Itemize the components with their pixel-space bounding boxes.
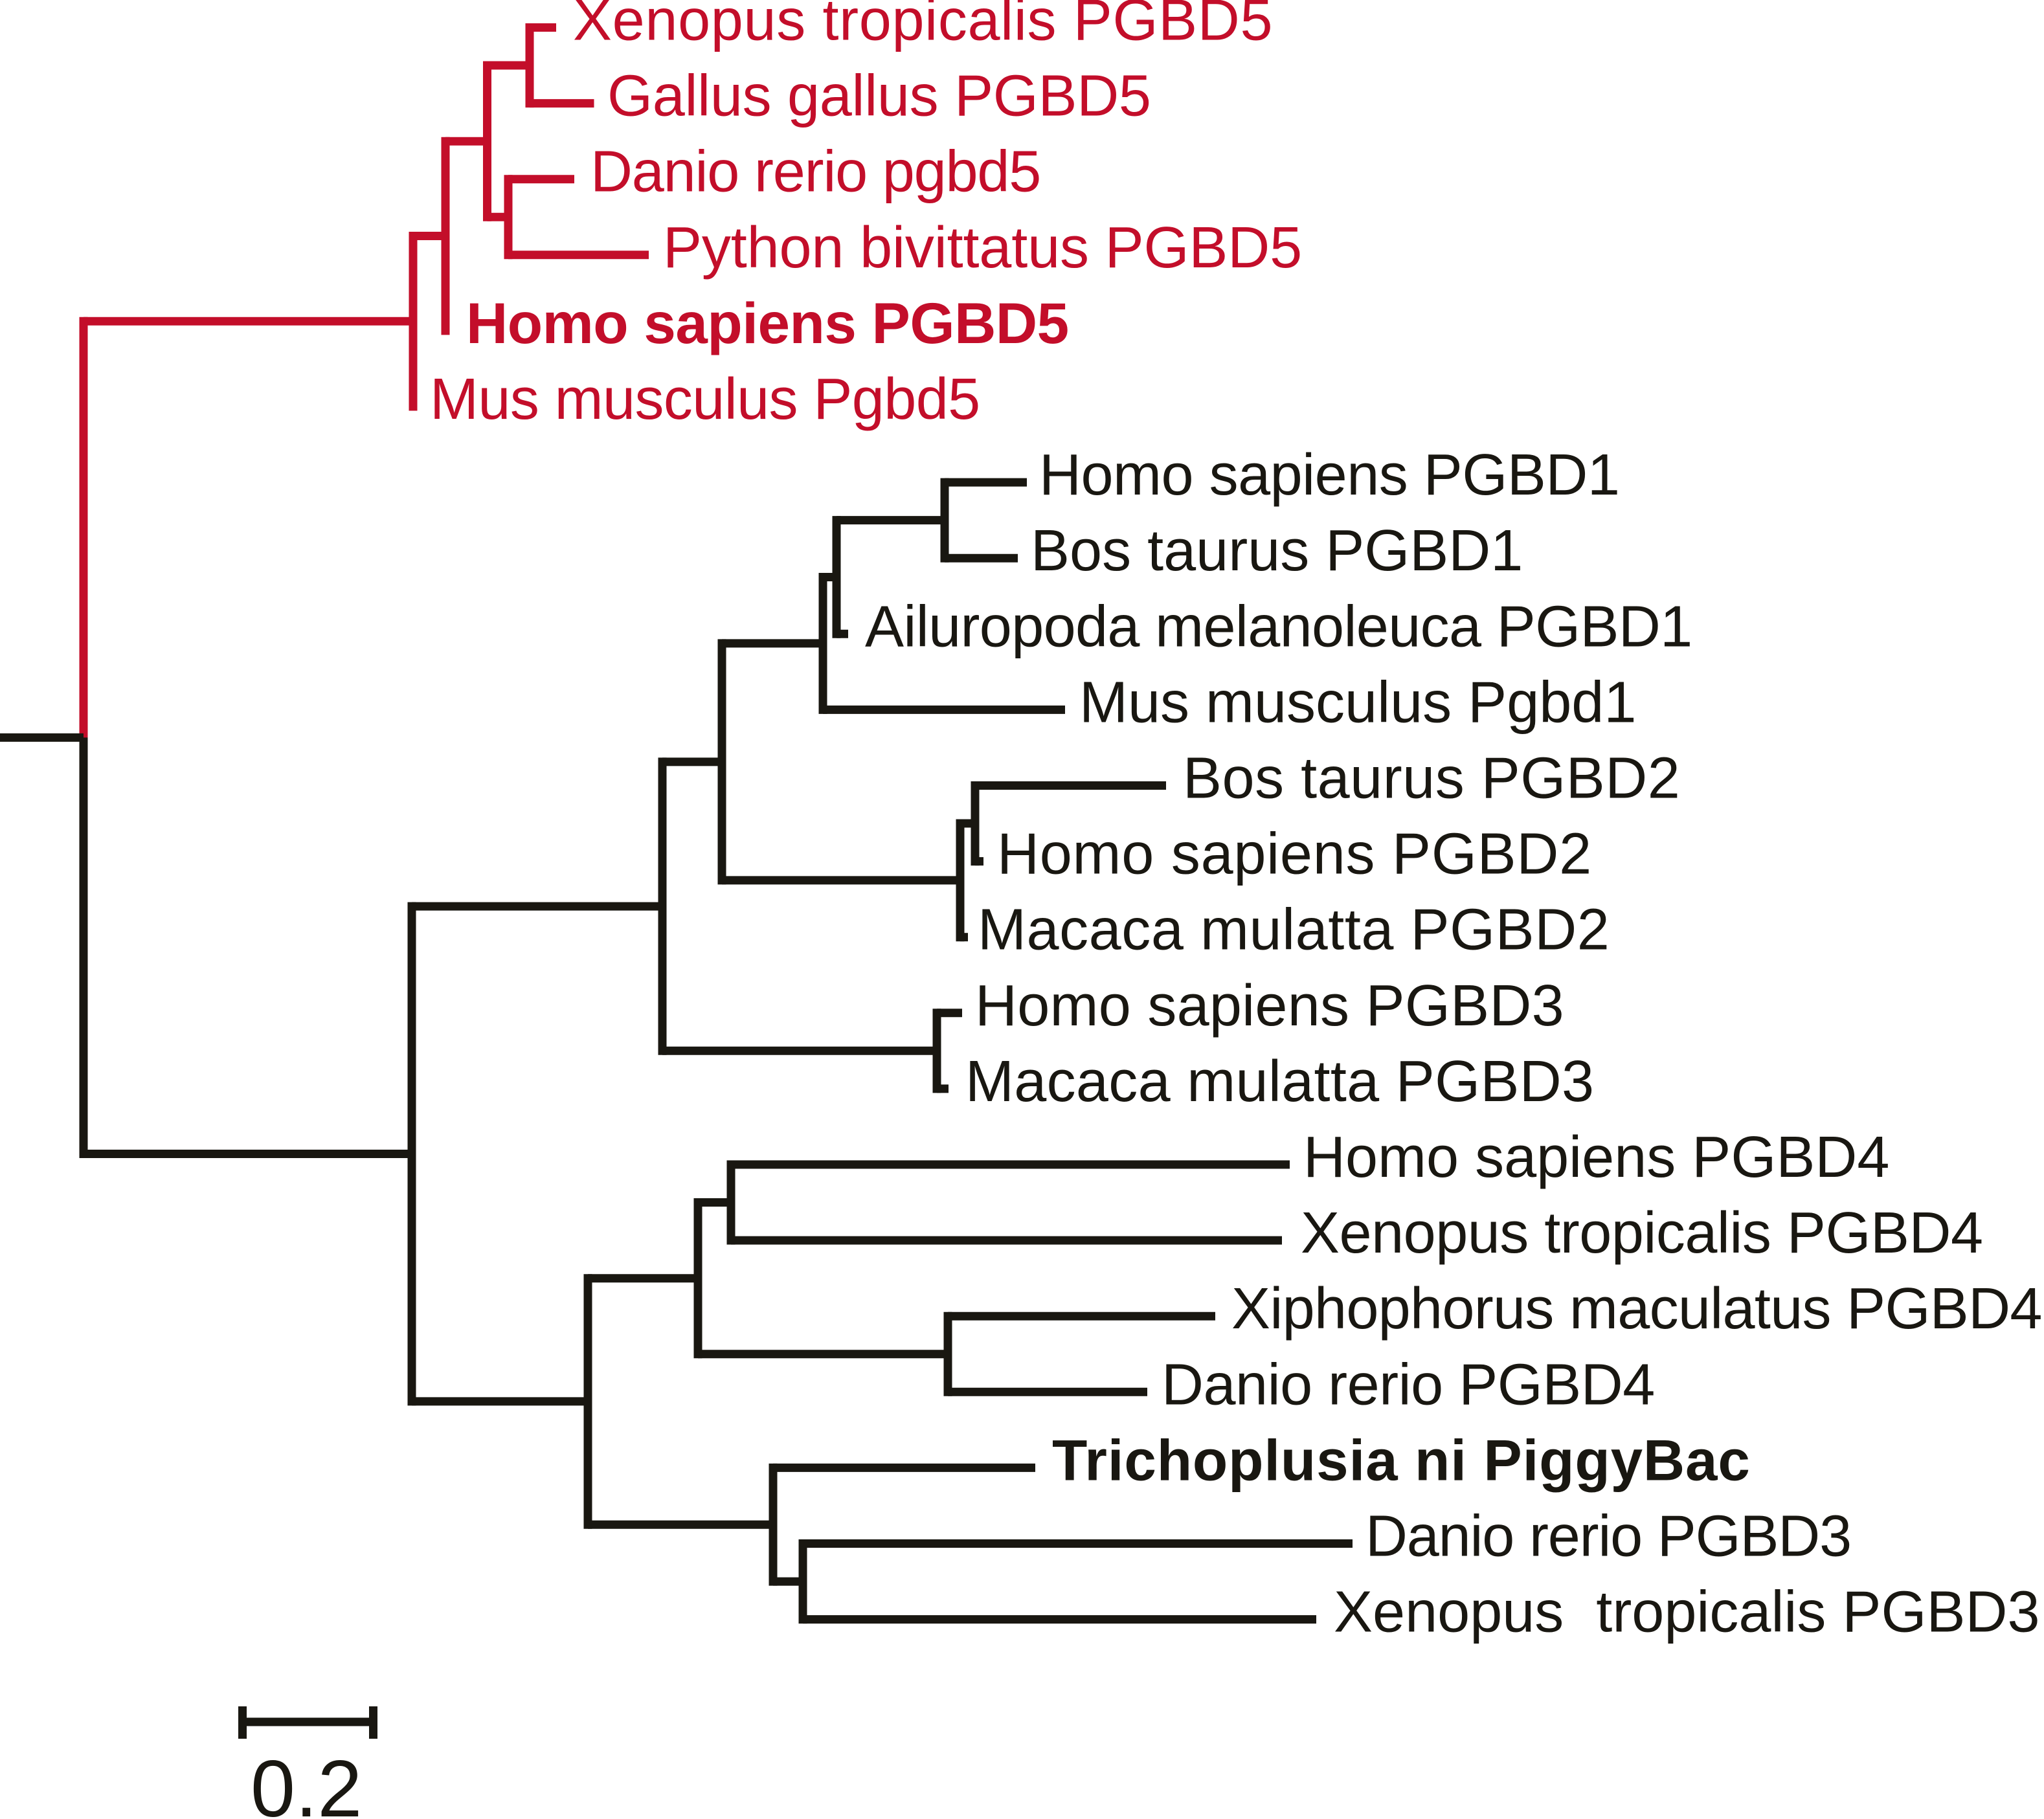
svg-text:Macaca mulatta PGBD3: Macaca mulatta PGBD3 bbox=[965, 1049, 1594, 1114]
svg-text:Homo sapiens PGBD2: Homo sapiens PGBD2 bbox=[997, 822, 1592, 887]
svg-text:Bos taurus PGBD2: Bos taurus PGBD2 bbox=[1183, 746, 1680, 811]
svg-text:Gallus gallus PGBD5: Gallus gallus PGBD5 bbox=[607, 64, 1151, 129]
svg-text:Xenopus tropicalis PGBD5: Xenopus tropicalis PGBD5 bbox=[573, 0, 1273, 53]
svg-text:Bos taurus PGBD1: Bos taurus PGBD1 bbox=[1031, 519, 1523, 583]
svg-text:Danio rerio pgbd5: Danio rerio pgbd5 bbox=[590, 140, 1040, 205]
svg-text:Mus musculus Pgbd5: Mus musculus Pgbd5 bbox=[430, 367, 980, 432]
svg-text:Homo sapiens PGBD1: Homo sapiens PGBD1 bbox=[1039, 443, 1619, 508]
svg-text:Python bivittatus PGBD5: Python bivittatus PGBD5 bbox=[663, 216, 1302, 280]
svg-text:Xiphophorus maculatus PGBD4: Xiphophorus maculatus PGBD4 bbox=[1231, 1277, 2042, 1341]
svg-text:Trichoplusia ni PiggyBac: Trichoplusia ni PiggyBac bbox=[1052, 1427, 1751, 1492]
svg-text:Ailuropoda melanoleuca PGBD1: Ailuropoda melanoleuca PGBD1 bbox=[865, 594, 1692, 659]
svg-text:Homo sapiens PGBD5: Homo sapiens PGBD5 bbox=[466, 291, 1069, 355]
svg-text:Macaca mulatta PGBD2: Macaca mulatta PGBD2 bbox=[978, 898, 1610, 963]
svg-text:Danio rerio PGBD4: Danio rerio PGBD4 bbox=[1162, 1352, 1655, 1417]
svg-text:Homo sapiens PGBD4: Homo sapiens PGBD4 bbox=[1303, 1125, 1889, 1190]
svg-text:0.2: 0.2 bbox=[251, 1745, 362, 1819]
svg-text:Xenopus tropicalis PGBD3: Xenopus tropicalis PGBD3 bbox=[1334, 1580, 2040, 1645]
svg-text:Homo sapiens PGBD3: Homo sapiens PGBD3 bbox=[975, 974, 1564, 1038]
svg-text:Mus musculus Pgbd1: Mus musculus Pgbd1 bbox=[1079, 670, 1636, 735]
svg-text:Xenopus tropicalis PGBD4: Xenopus tropicalis PGBD4 bbox=[1301, 1201, 1983, 1266]
svg-text:Danio rerio PGBD3: Danio rerio PGBD3 bbox=[1365, 1504, 1851, 1569]
